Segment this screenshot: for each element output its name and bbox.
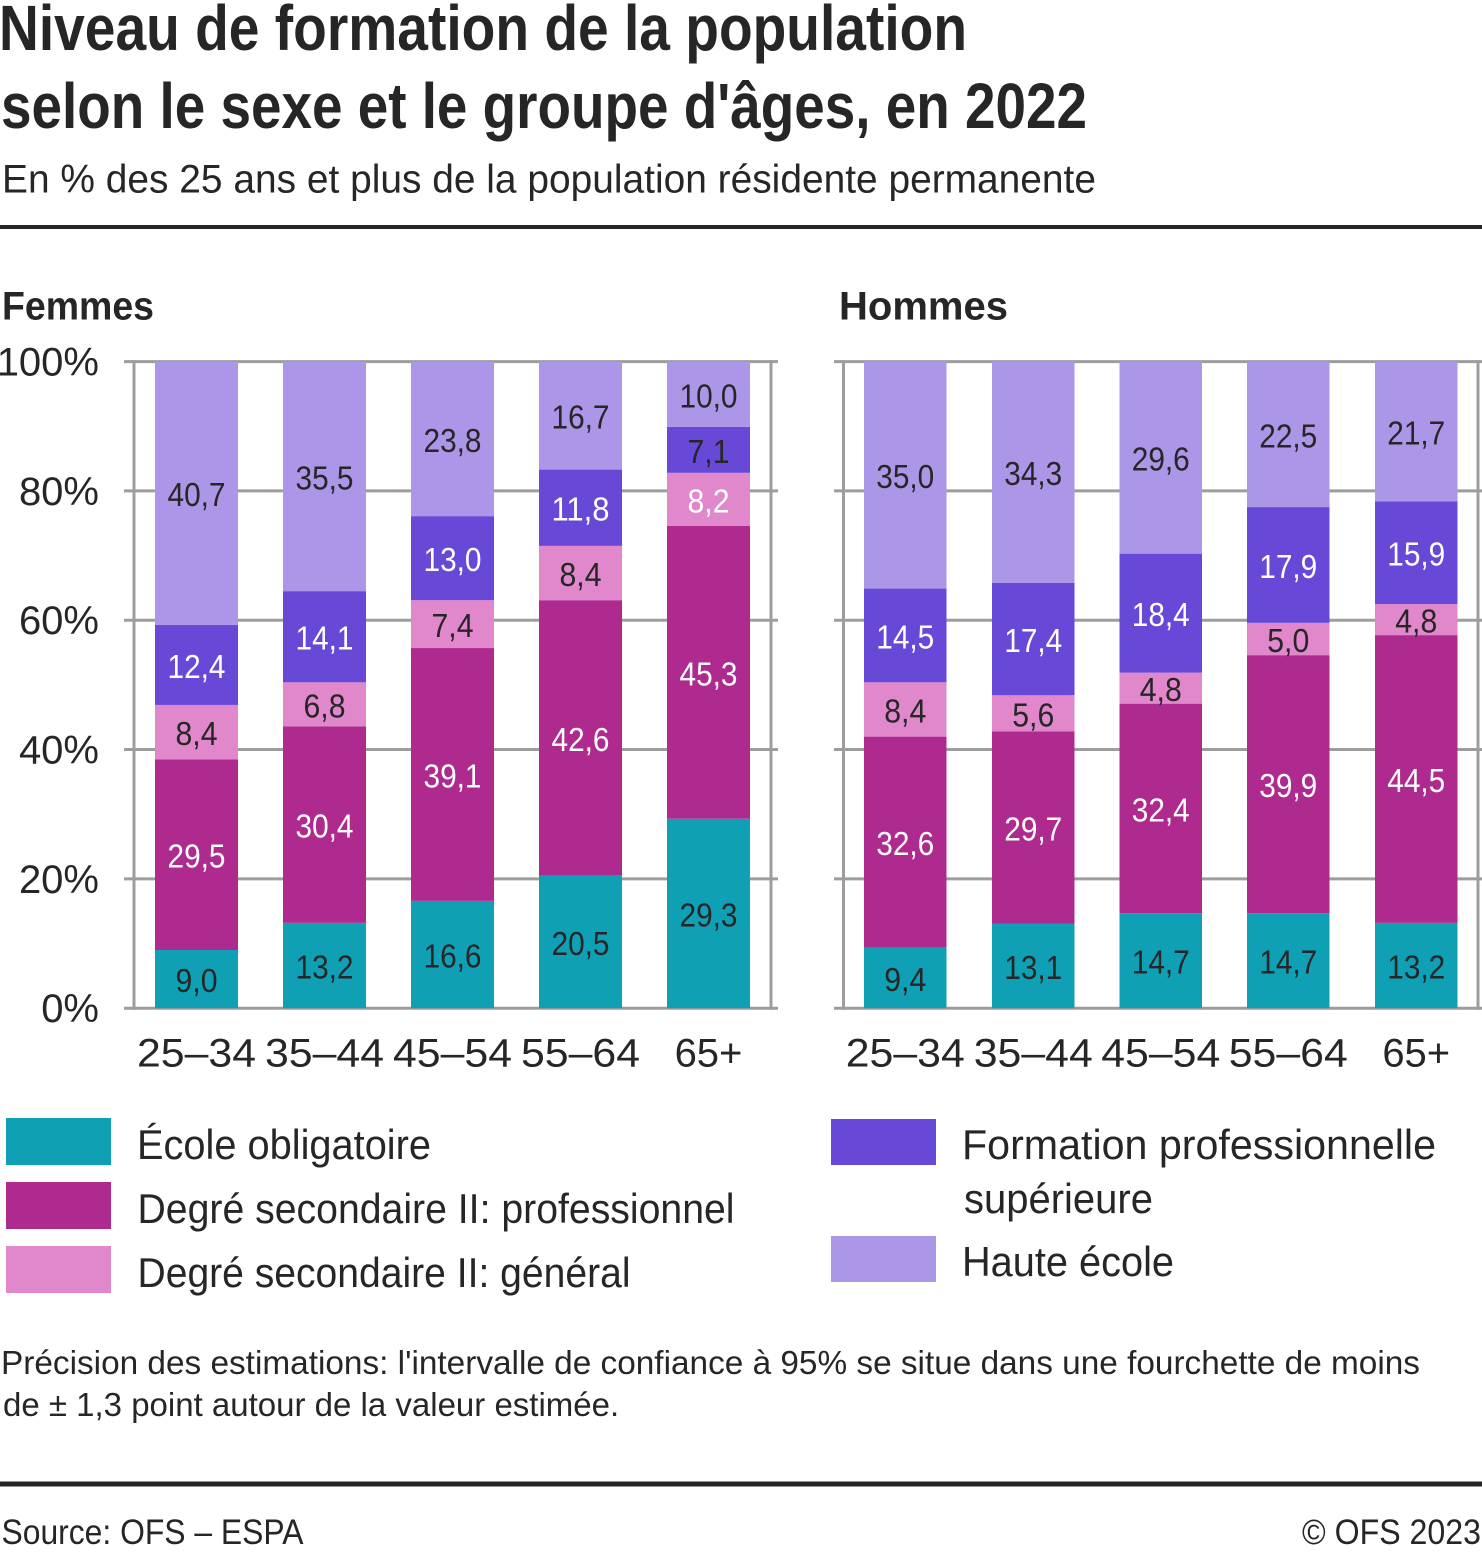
svg-text:35,5: 35,5 [296,459,354,496]
svg-text:8,4: 8,4 [176,715,218,752]
svg-text:25–34: 25–34 [137,1032,256,1076]
svg-text:Précision des estimations: l'i: Précision des estimations: l'intervalle … [1,1344,1420,1381]
svg-text:16,6: 16,6 [424,938,482,975]
svg-text:17,9: 17,9 [1259,548,1317,585]
svg-text:21,7: 21,7 [1387,414,1445,451]
svg-text:22,5: 22,5 [1259,417,1317,454]
svg-text:45–54: 45–54 [393,1032,512,1076]
svg-text:7,4: 7,4 [432,607,474,644]
svg-text:44,5: 44,5 [1387,762,1445,799]
svg-text:7,1: 7,1 [688,433,730,470]
svg-text:55–64: 55–64 [521,1032,640,1076]
svg-text:4,8: 4,8 [1140,671,1182,708]
svg-text:20%: 20% [19,858,99,902]
svg-text:45,3: 45,3 [680,655,738,692]
svg-text:10,0: 10,0 [680,377,738,414]
svg-text:60%: 60% [19,599,99,643]
svg-text:39,1: 39,1 [424,757,482,794]
svg-text:4,8: 4,8 [1395,603,1437,640]
svg-text:39,9: 39,9 [1259,767,1317,804]
svg-text:En % des 25 ans et plus de la: En % des 25 ans et plus de la population… [2,158,1096,202]
svg-text:Niveau de formation de la popu: Niveau de formation de la population [0,0,967,64]
svg-text:8,4: 8,4 [884,692,926,729]
svg-text:35–44: 35–44 [265,1032,384,1076]
svg-text:supérieure: supérieure [964,1175,1153,1222]
svg-text:17,4: 17,4 [1004,622,1062,659]
svg-text:Degré secondaire II: général: Degré secondaire II: général [138,1249,631,1296]
svg-text:14,7: 14,7 [1132,944,1190,981]
svg-text:29,3: 29,3 [680,896,738,933]
svg-text:13,2: 13,2 [296,949,354,986]
svg-text:13,2: 13,2 [1387,949,1445,986]
svg-text:32,4: 32,4 [1132,791,1190,828]
svg-text:9,0: 9,0 [176,962,218,999]
svg-text:40,7: 40,7 [168,476,226,513]
svg-text:32,6: 32,6 [876,825,934,862]
svg-text:École obligatoire: École obligatoire [137,1121,431,1168]
svg-text:12,4: 12,4 [168,648,226,685]
svg-text:5,6: 5,6 [1012,696,1054,733]
svg-text:29,5: 29,5 [168,838,226,875]
svg-text:29,7: 29,7 [1004,810,1062,847]
svg-text:16,7: 16,7 [552,399,610,436]
svg-text:100%: 100% [0,341,99,385]
svg-text:11,8: 11,8 [552,491,610,528]
svg-text:Degré secondaire II: professio: Degré secondaire II: professionnel [138,1185,735,1232]
svg-text:14,1: 14,1 [296,620,354,657]
svg-text:42,6: 42,6 [552,721,610,758]
svg-text:65+: 65+ [1382,1032,1450,1076]
svg-text:65+: 65+ [675,1032,743,1076]
svg-text:14,7: 14,7 [1259,944,1317,981]
svg-text:8,2: 8,2 [688,482,730,519]
svg-text:20,5: 20,5 [552,925,610,962]
svg-text:13,1: 13,1 [1004,949,1062,986]
svg-text:14,5: 14,5 [876,618,934,655]
svg-text:30,4: 30,4 [296,808,354,845]
svg-text:15,9: 15,9 [1387,536,1445,573]
svg-text:© OFS 2023: © OFS 2023 [1302,1513,1481,1552]
svg-text:13,0: 13,0 [424,541,482,578]
svg-text:23,8: 23,8 [424,422,482,459]
svg-text:Source: OFS – ESPA: Source: OFS – ESPA [2,1513,305,1552]
svg-text:80%: 80% [19,470,99,514]
svg-text:Femmes: Femmes [2,285,154,329]
svg-text:Formation professionnelle: Formation professionnelle [962,1121,1436,1168]
svg-text:35,0: 35,0 [876,458,934,495]
svg-text:5,0: 5,0 [1267,622,1309,659]
svg-text:0%: 0% [41,987,99,1031]
svg-text:9,4: 9,4 [884,961,926,998]
svg-text:35–44: 35–44 [974,1032,1093,1076]
svg-text:Hommes: Hommes [839,285,1008,329]
svg-text:18,4: 18,4 [1132,596,1190,633]
svg-text:8,4: 8,4 [560,556,602,593]
svg-text:6,8: 6,8 [304,687,346,724]
svg-text:40%: 40% [19,729,99,773]
svg-text:Haute école: Haute école [962,1238,1174,1285]
svg-text:25–34: 25–34 [846,1032,965,1076]
svg-text:de ± 1,3 point autour de la va: de ± 1,3 point autour de la valeur estim… [3,1386,619,1423]
svg-text:29,6: 29,6 [1132,441,1190,478]
svg-text:45–54: 45–54 [1101,1032,1220,1076]
svg-text:34,3: 34,3 [1004,455,1062,492]
svg-text:selon le sexe et le groupe d'â: selon le sexe et le groupe d'âges, en 20… [1,70,1087,142]
svg-text:55–64: 55–64 [1229,1032,1348,1076]
